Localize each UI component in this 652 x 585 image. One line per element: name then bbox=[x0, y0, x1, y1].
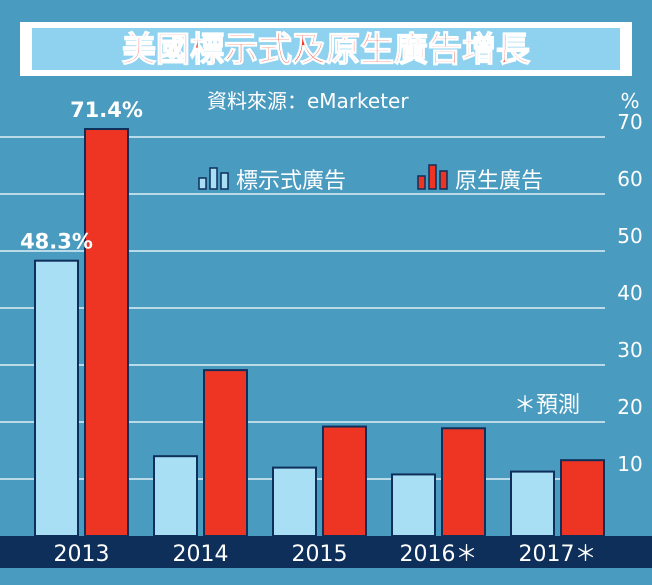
legend: 標示式廣告 原生廣告 bbox=[198, 164, 543, 194]
y-tick-label: 50 bbox=[617, 224, 642, 248]
y-tick-label: 20 bbox=[617, 395, 642, 419]
bar-native-1 bbox=[203, 369, 248, 537]
y-tick-label: 60 bbox=[617, 167, 642, 191]
y-tick-label: 40 bbox=[617, 281, 642, 305]
x-axis-labels: 2013 2014 2015 2016＊ 2017＊ bbox=[54, 542, 597, 567]
source-label: 資料來源：eMarketer bbox=[207, 89, 409, 113]
legend-icon-native bbox=[417, 164, 448, 190]
x-tick-label: 2017＊ bbox=[519, 542, 597, 567]
unit-label: % bbox=[620, 89, 639, 113]
bar-native-3 bbox=[441, 427, 486, 537]
forecast-note: ＊預測 bbox=[514, 393, 580, 418]
y-tick-label: 30 bbox=[617, 338, 642, 362]
bars bbox=[34, 128, 605, 538]
y-axis-ticks: 10 20 30 40 50 60 70 bbox=[617, 110, 642, 476]
data-labels: 48.3% 71.4% bbox=[20, 98, 143, 254]
y-tick-label: 70 bbox=[617, 110, 642, 134]
bar-display-3 bbox=[391, 473, 436, 538]
x-tick-label: 2014 bbox=[173, 542, 229, 567]
title-banner: 美國標示式及原生廣告增長 bbox=[20, 22, 632, 76]
category-band bbox=[0, 536, 652, 568]
bar-display-1 bbox=[153, 455, 198, 538]
legend-label-display: 標示式廣告 bbox=[236, 169, 346, 194]
legend-label-native: 原生廣告 bbox=[455, 169, 543, 194]
data-label: 48.3% bbox=[20, 230, 93, 254]
bar-native-4 bbox=[560, 459, 605, 537]
chart-title: 美國標示式及原生廣告增長 bbox=[122, 30, 531, 70]
data-label: 71.4% bbox=[70, 98, 143, 122]
bottom-band bbox=[0, 568, 652, 585]
bar-native-0 bbox=[84, 128, 129, 538]
x-tick-label: 2013 bbox=[54, 542, 110, 567]
x-tick-label: 2016＊ bbox=[400, 542, 478, 567]
bar-display-0 bbox=[34, 259, 79, 537]
y-tick-label: 10 bbox=[617, 452, 642, 476]
legend-icon-display bbox=[198, 167, 229, 190]
bar-display-2 bbox=[272, 466, 317, 538]
bar-native-2 bbox=[322, 425, 367, 537]
x-tick-label: 2015 bbox=[292, 542, 348, 567]
bar-display-4 bbox=[510, 470, 555, 537]
